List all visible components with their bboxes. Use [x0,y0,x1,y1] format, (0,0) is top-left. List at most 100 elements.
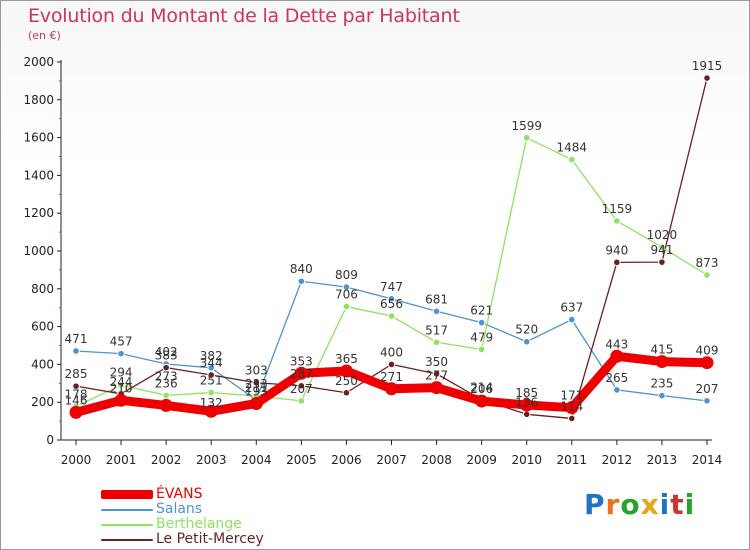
data-label: 178 [65,387,88,401]
legend-item-salans: Salans [101,502,264,517]
data-label: 353 [290,354,313,368]
data-point-evans [159,398,173,412]
y-tick-label: 2000 [23,55,54,69]
data-label: 840 [290,262,313,276]
data-label: 235 [650,377,673,391]
data-point-evans [249,397,263,411]
data-label: 193 [245,385,268,399]
legend-label: Salans [156,501,203,517]
y-tick-label: 1800 [23,93,54,107]
data-point-evans [339,364,353,378]
data-point-salans [477,318,486,327]
series-line-berthelange [75,137,663,408]
data-point-le-petit-mercey [567,414,576,423]
y-tick-label: 600 [31,320,54,334]
data-point-evans [655,355,669,369]
data-point-le-petit-mercey [72,382,80,390]
data-point-evans [385,382,398,396]
legend-item-evans: ÉVANS [101,487,264,502]
data-label: 471 [65,332,88,346]
data-point-berthelange [567,155,576,164]
data-label: 273 [155,369,178,383]
data-label: 136 [515,395,538,409]
data-point-berthelange [207,388,216,397]
logo-letter: o [620,488,641,521]
data-label: 271 [380,370,403,384]
data-label: 236 [155,376,178,390]
data-label: 706 [335,288,358,302]
data-label: 415 [650,343,673,357]
data-label: 1159 [602,202,633,216]
data-point-berthelange [162,391,170,400]
data-label: 457 [110,335,133,349]
x-tick-label: 2000 [61,453,92,467]
data-point-berthelange [477,345,486,354]
data-label: 873 [696,256,719,270]
y-tick-label: 1200 [23,206,54,220]
x-tick-label: 2007 [376,453,407,467]
data-label: 520 [515,323,538,337]
x-tick-label: 2001 [106,453,137,467]
data-label: 747 [380,280,403,294]
data-label: 350 [425,355,448,369]
x-tick-label: 2002 [151,453,182,467]
data-label: 400 [380,345,403,359]
y-tick-label: 1600 [23,131,54,145]
y-tick-label: 0 [46,433,54,447]
data-point-salans [613,386,621,394]
legend-label: Le Petit-Mercey [156,531,264,547]
data-point-berthelange [387,312,396,320]
data-point-le-petit-mercey [613,258,621,267]
data-label: 941 [650,243,673,257]
y-tick-label: 800 [31,282,54,296]
data-point-salans [658,391,666,400]
data-label: 1915 [692,59,723,73]
x-tick-label: 2003 [196,453,227,467]
data-point-le-petit-mercey [703,74,711,82]
data-point-evans [565,401,579,415]
data-point-berthelange [613,217,621,225]
data-label: 383 [155,349,178,363]
y-tick-label: 1400 [23,168,54,182]
logo-letter: x [640,488,660,521]
data-label: 1484 [557,141,588,155]
data-label: 303 [245,364,268,378]
logo-letter: i [659,488,671,521]
data-label: 211 [245,381,268,395]
data-label: 656 [380,297,403,311]
legend-swatch [101,523,153,526]
data-label: 517 [425,323,448,337]
data-label: 250 [335,374,358,388]
legend-swatch [101,490,153,499]
data-point-evans [204,404,218,418]
data-point-salans [703,397,711,405]
data-point-salans [522,337,531,346]
data-label: 621 [470,304,493,318]
data-point-salans [342,283,351,291]
chart-title: Evolution du Montant de la Dette par Hab… [28,5,460,27]
data-point-salans [432,307,441,316]
data-label: 402 [155,345,178,359]
data-point-le-petit-mercey [342,388,351,397]
logo-letter: i [684,488,696,521]
data-point-evans [700,356,714,370]
chart-legend: ÉVANS Salans Berthelange Le Petit-Mercey [101,487,264,547]
data-label: 207 [290,382,313,396]
data-label: 244 [110,375,133,389]
data-point-le-petit-mercey [387,360,396,369]
data-point-salans [117,349,125,358]
data-point-salans [72,347,80,355]
data-point-le-petit-mercey [432,370,441,378]
x-tick-label: 2014 [692,453,723,467]
x-tick-label: 2010 [511,453,542,467]
legend-item-berthelange: Berthelange [101,517,264,532]
data-label: 285 [65,367,88,381]
data-label: 809 [335,268,358,282]
data-point-evans [430,381,444,395]
data-label: 146 [65,393,88,407]
data-label: 365 [335,352,358,366]
y-tick-label: 1000 [23,244,54,258]
data-point-salans [567,315,576,324]
data-point-le-petit-mercey [252,378,261,387]
legend-swatch [101,538,153,541]
